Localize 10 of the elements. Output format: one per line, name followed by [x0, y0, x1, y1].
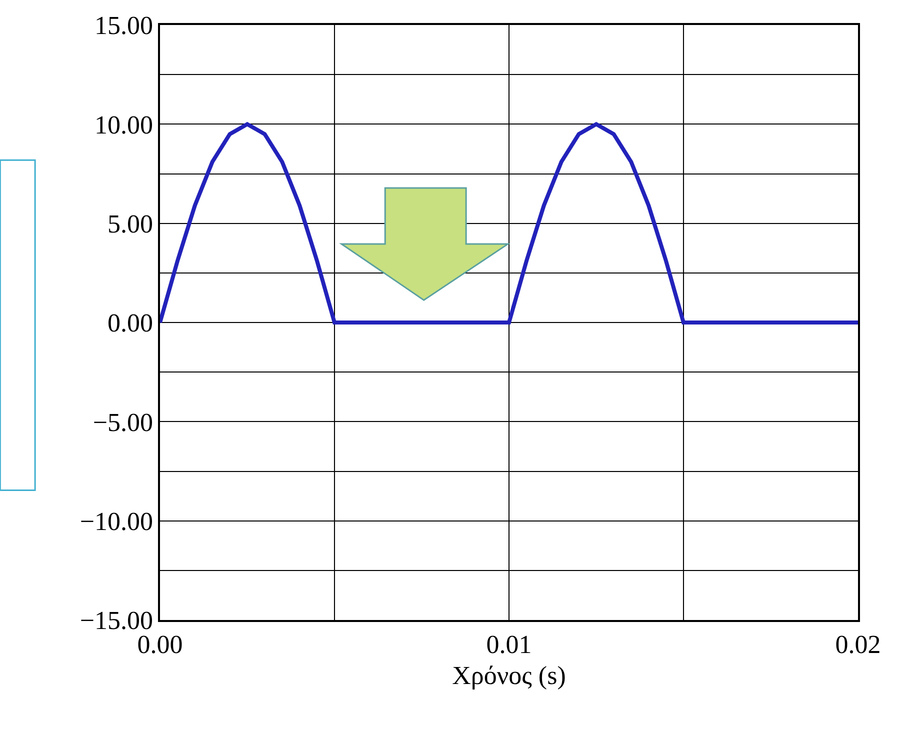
y-tick-label: 5.00 [108, 209, 154, 238]
x-tick-label: 0.01 [486, 630, 532, 659]
y-tick-label: −5.00 [92, 408, 154, 437]
y-tick-label: 10.00 [94, 110, 154, 140]
y-tick-label: 15.00 [94, 11, 154, 40]
line-series [160, 122, 858, 324]
y-tick-label: 0.00 [108, 308, 154, 338]
x-axis-title: Χρόνος (s) [452, 661, 566, 690]
y-tick-label: −10.00 [80, 506, 154, 536]
x-tick-label: 0.02 [835, 630, 881, 659]
